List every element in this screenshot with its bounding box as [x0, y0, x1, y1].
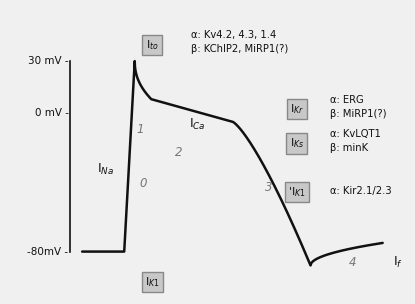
Text: α: Kv4.2, 4.3, 1.4
β: KChIP2, MiRP1(?): α: Kv4.2, 4.3, 1.4 β: KChIP2, MiRP1(?): [190, 30, 288, 54]
Text: 1: 1: [136, 123, 144, 136]
Text: 30 mV -: 30 mV -: [28, 56, 68, 66]
Text: -80mV -: -80mV -: [27, 247, 68, 257]
Text: I$_{Na}$: I$_{Na}$: [97, 162, 114, 177]
Text: 0 mV -: 0 mV -: [34, 108, 68, 118]
Text: 3: 3: [265, 181, 273, 194]
Text: α: Kir2.1/2.3: α: Kir2.1/2.3: [330, 185, 392, 195]
Text: I$_{Ca}$: I$_{Ca}$: [189, 117, 206, 133]
Text: 4: 4: [349, 256, 356, 268]
Text: I$_f$: I$_f$: [393, 255, 403, 271]
Text: α: ERG
β: MiRP1(?): α: ERG β: MiRP1(?): [330, 95, 386, 119]
Text: α: KvLQT1
β: minK: α: KvLQT1 β: minK: [330, 129, 381, 153]
Text: I$_{to}$: I$_{to}$: [146, 38, 159, 52]
Text: 2: 2: [175, 146, 182, 158]
Text: 0: 0: [140, 177, 147, 190]
Text: I$_{Kr}$: I$_{Kr}$: [290, 102, 304, 116]
Text: I$_{K1}$: I$_{K1}$: [145, 275, 160, 288]
Text: 'I$_{K1}$: 'I$_{K1}$: [288, 185, 306, 199]
Text: I$_{Ks}$: I$_{Ks}$: [290, 136, 304, 150]
